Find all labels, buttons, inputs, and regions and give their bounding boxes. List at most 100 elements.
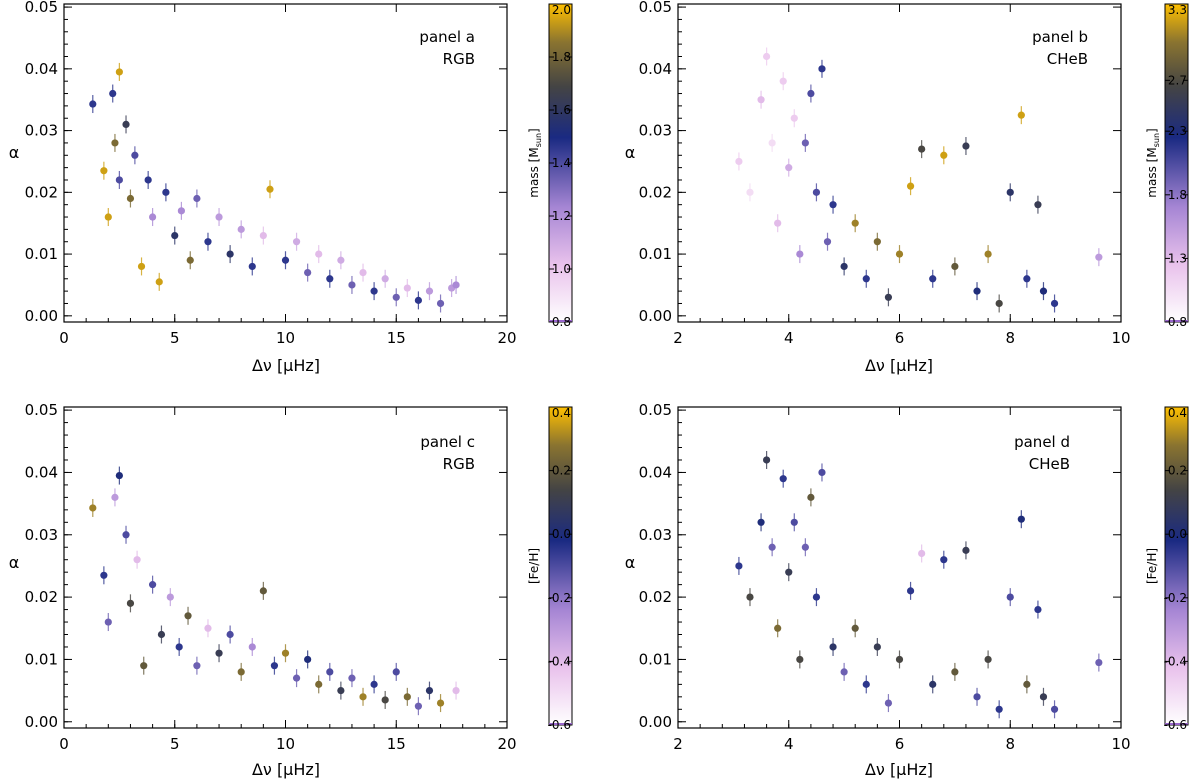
data-point — [995, 299, 1003, 308]
panel-a-points — [89, 62, 460, 313]
data-point — [807, 89, 815, 98]
data-point — [115, 471, 123, 480]
data-point — [111, 493, 119, 501]
data-point — [89, 504, 97, 512]
data-point — [1006, 593, 1014, 601]
data-point — [812, 593, 821, 601]
data-point — [823, 238, 832, 246]
data-point — [940, 556, 948, 564]
y-tick-label: 0.04 — [25, 463, 58, 481]
panel-c-annotation-line1: panel c — [420, 433, 475, 451]
panel-d-points — [735, 450, 1103, 719]
data-point — [248, 262, 256, 271]
data-point — [452, 687, 460, 695]
panel-b-colorbar-ticks: 0.8 1.3 1.8 2.3 2.7 3.3 — [1165, 3, 1188, 329]
panel-c-x-ticks: 0 5 10 15 20 — [59, 407, 517, 753]
data-point — [1023, 275, 1031, 283]
data-point — [131, 151, 139, 159]
panel-c-colorbar-floor — [549, 723, 572, 725]
data-point — [348, 281, 356, 289]
data-point — [763, 456, 771, 464]
data-point — [425, 287, 434, 295]
x-tick-label: 20 — [497, 329, 516, 347]
data-point — [166, 593, 174, 601]
data-point — [193, 662, 201, 670]
data-point — [829, 201, 837, 209]
x-tick-label: 4 — [784, 329, 794, 347]
data-point — [785, 164, 793, 172]
data-point — [452, 281, 460, 289]
data-point — [89, 100, 97, 108]
panel-b-x-axis-label: Δν [μHz] — [865, 356, 933, 375]
x-tick-label: 6 — [895, 329, 905, 347]
data-point — [104, 618, 112, 626]
panel-b-y-axis-label: α — [625, 143, 636, 162]
y-tick-label: 0.03 — [25, 122, 58, 140]
colorbar-tick-label: 3.3 — [1168, 3, 1187, 17]
x-tick-label: 0 — [59, 329, 69, 347]
data-point — [929, 680, 937, 688]
data-point — [785, 568, 793, 576]
y-tick-label: 0.03 — [25, 526, 58, 544]
colorbar-tick-label: 1.2 — [552, 209, 571, 223]
data-point — [304, 269, 312, 277]
data-point — [757, 96, 765, 104]
colorbar-tick-label: -0.4 — [548, 654, 571, 668]
colorbar-tick-label: -0.2 — [1164, 591, 1187, 605]
y-tick-label: 0.03 — [639, 526, 672, 544]
data-point — [796, 655, 804, 664]
panel-c-annotation-line2: RGB — [443, 455, 475, 473]
data-point — [774, 624, 782, 632]
data-point — [162, 188, 170, 196]
data-point — [155, 278, 163, 286]
panel-a-annotation-line1: panel a — [419, 28, 475, 46]
panel-a: 0 5 10 15 20 0.00 0.01 0.02 0.03 0.04 0.05 panel … — [9, 0, 573, 375]
panel-a-colorbar-label: mass [Msun] — [527, 128, 543, 197]
data-point — [266, 185, 274, 193]
data-point — [259, 231, 267, 240]
panel-c: 0 5 10 15 20 0.00 0.01 0.02 0.03 0.04 0.05 panel … — [9, 401, 573, 779]
panel-a-y-ticks: 0.00 0.01 0.02 0.03 0.04 0.05 — [25, 0, 507, 325]
data-point — [1023, 680, 1031, 688]
data-point — [122, 120, 130, 129]
y-tick-label: 0.04 — [639, 60, 672, 78]
panel-c-colorbar-ticks: -0.6 -0.4 -0.2 0.0 0.2 0.4 — [548, 406, 572, 732]
data-point — [186, 256, 194, 264]
colorbar-tick-label: 0.4 — [552, 406, 571, 420]
data-point — [818, 65, 826, 73]
panel-a-x-axis-label: Δν [μHz] — [252, 356, 320, 375]
x-tick-label: 8 — [1005, 735, 1015, 753]
data-point — [359, 693, 367, 701]
colorbar-tick-label: -0.6 — [548, 718, 571, 732]
colorbar-tick-label: -0.6 — [1164, 718, 1187, 732]
panel-c-plot-frame — [63, 406, 508, 729]
data-point — [149, 213, 157, 221]
panel-d: 2 4 6 8 10 0.000.010.020.030.040.05 panel d … — [625, 401, 1189, 779]
data-point — [768, 543, 776, 551]
y-tick-label: 0.04 — [25, 60, 58, 78]
data-point — [962, 142, 970, 150]
data-point — [851, 624, 859, 632]
data-point — [906, 587, 915, 595]
panel-d-x-ticks: 2 4 6 8 10 — [673, 407, 1131, 753]
data-point — [137, 262, 146, 271]
y-tick-label: 0.00 — [25, 307, 58, 325]
data-point — [370, 680, 378, 688]
data-point — [1034, 201, 1042, 209]
data-point — [140, 662, 148, 670]
colorbar-tick-label: -0.4 — [1164, 654, 1187, 668]
x-tick-label: 15 — [387, 329, 406, 347]
data-point — [215, 649, 223, 657]
data-point — [414, 296, 422, 304]
y-tick-label: 0.01 — [25, 650, 58, 668]
data-point — [918, 549, 926, 558]
data-point — [1034, 605, 1042, 614]
data-point — [929, 275, 937, 283]
colorbar-tick-label: 1.8 — [552, 50, 571, 64]
panel-d-x-axis-label: Δν [μHz] — [865, 760, 933, 779]
panel-c-y-axis-label: α — [9, 553, 20, 572]
data-point — [133, 556, 141, 564]
panel-a-plot-frame — [63, 3, 508, 323]
panel-b-points — [735, 47, 1103, 313]
